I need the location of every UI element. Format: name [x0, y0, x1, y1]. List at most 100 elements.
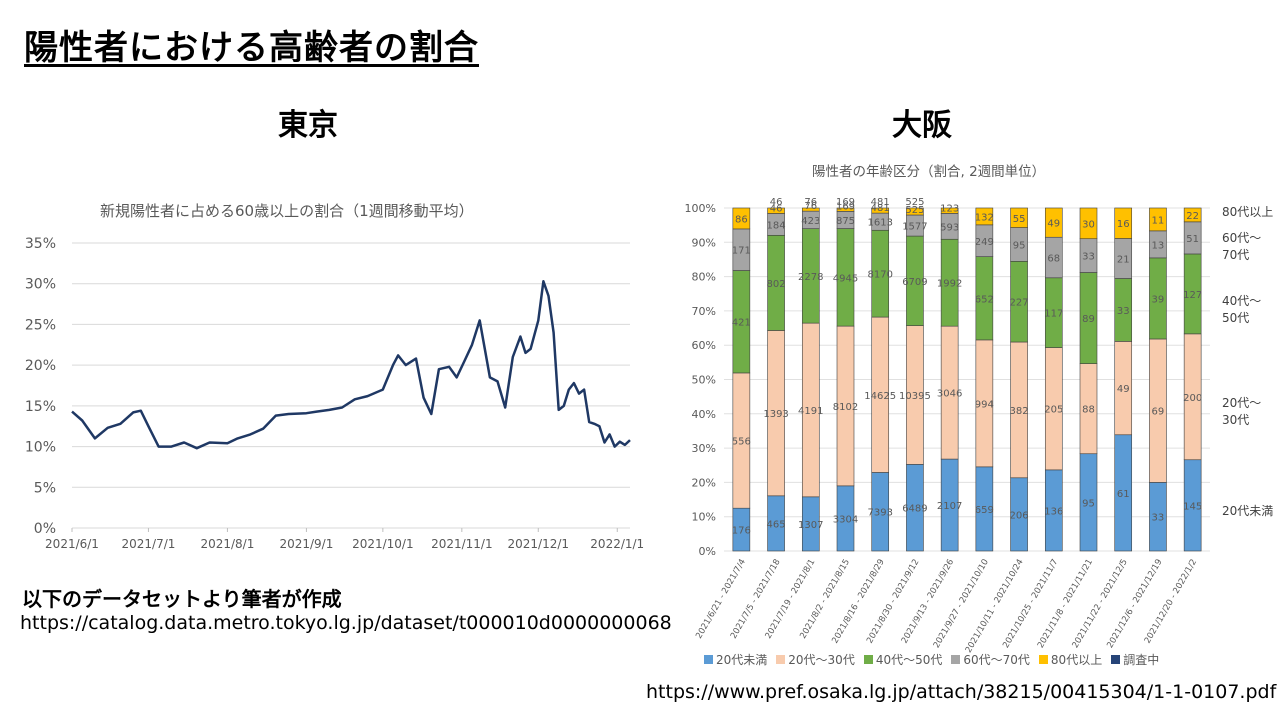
data-label: 994	[975, 399, 994, 410]
data-label: 86	[735, 214, 748, 225]
data-label: 10395	[899, 391, 931, 402]
data-label: 205	[1044, 405, 1063, 416]
y-tick-label: 30%	[692, 442, 716, 455]
data-label: 33	[1082, 252, 1095, 263]
data-label: 1613	[867, 218, 892, 229]
data-label: 69	[1152, 407, 1165, 418]
data-label: 14625	[864, 391, 896, 402]
top-label: 169	[836, 197, 855, 208]
data-label: 176	[732, 526, 751, 537]
bar-segment	[801, 207, 820, 212]
right-group-label: 20代未満	[1222, 504, 1273, 518]
data-label: 556	[732, 437, 751, 448]
tokyo-label: 東京	[278, 108, 338, 143]
right-group-label: 50代	[1222, 311, 1249, 325]
data-label: 6709	[902, 277, 927, 288]
data-label: 95	[1082, 498, 1095, 509]
osaka-legend: 20代未満 20代〜30代 40代〜50代 60代〜70代 80代以上 調査中	[704, 651, 1159, 668]
y-tick-label: 40%	[692, 408, 716, 421]
tokyo-chart-title: 新規陽性者に占める60歳以上の割合（1週間移動平均）	[100, 202, 474, 220]
y-tick-label: 10%	[692, 511, 716, 524]
data-label: 184	[767, 220, 786, 231]
top-label: 481	[871, 197, 890, 208]
data-label: 3304	[833, 514, 858, 525]
data-label: 2107	[937, 501, 962, 512]
right-group-label: 20代〜	[1222, 396, 1261, 410]
y-tick-label: 50%	[692, 374, 716, 387]
right-group-label: 30代	[1222, 413, 1249, 427]
tokyo-line-chart: 0% 5% 10% 15% 20% 25% 30% 35% 2021/6/1 2021/7/1 20…	[25, 236, 644, 551]
tokyo-source-url[interactable]: https://catalog.data.metro.tokyo.lg.jp/d…	[20, 612, 672, 634]
legend-swatch	[704, 655, 713, 664]
y-tick-label: 20%	[25, 358, 56, 374]
x-tick-label: 2022/1/1	[590, 537, 644, 551]
osaka-source-url[interactable]: https://www.pref.osaka.lg.jp/attach/3821…	[646, 681, 1277, 703]
data-label: 123	[940, 203, 959, 214]
data-label: 206	[1010, 510, 1029, 521]
data-label: 136	[1044, 506, 1063, 517]
y-tick-label: 90%	[692, 236, 716, 249]
osaka-label: 大阪	[892, 108, 952, 143]
data-label: 39	[1152, 294, 1165, 305]
y-tick-label: 35%	[25, 236, 56, 252]
data-label: 652	[975, 294, 994, 305]
data-label: 481	[871, 203, 890, 214]
top-label: 76	[804, 197, 817, 208]
data-label: 593	[940, 222, 959, 233]
data-label: 382	[1010, 406, 1029, 417]
data-label: 30	[1082, 219, 1095, 230]
legend-item: 40代〜50代	[863, 651, 942, 668]
data-label: 423	[801, 216, 820, 227]
y-tick-label: 70%	[692, 305, 716, 318]
source-note: 以下のデータセットより筆者が作成	[22, 587, 342, 611]
data-label: 61	[1117, 489, 1130, 500]
bar-segment	[1149, 207, 1167, 232]
data-label: 249	[975, 237, 994, 248]
data-label: 76	[804, 201, 817, 212]
x-tick-label: 2021/7/1	[121, 537, 175, 551]
data-label: 3046	[937, 389, 962, 400]
legend-swatch	[1038, 655, 1048, 664]
data-label: 117	[1044, 309, 1063, 320]
x-tick-label: 2021/11/1	[431, 537, 493, 551]
data-label: 227	[1010, 298, 1029, 309]
y-tick-label: 100%	[685, 202, 716, 215]
data-label: 89	[1082, 314, 1095, 325]
y-tick-label: 60%	[692, 339, 716, 352]
bar-segment	[732, 207, 751, 230]
y-tick-label: 30%	[25, 277, 56, 293]
data-label: 6489	[902, 504, 927, 515]
data-label: 145	[1183, 501, 1202, 512]
data-label: 49	[1047, 219, 1060, 230]
data-label: 68	[1047, 254, 1060, 265]
y-tick-label: 15%	[25, 399, 56, 415]
data-label: 49	[1117, 384, 1130, 395]
bar-segment	[1044, 207, 1063, 238]
data-label: 1307	[798, 520, 823, 531]
data-label: 95	[1013, 240, 1026, 251]
bar-segment	[1183, 207, 1202, 223]
data-label: 33	[1117, 306, 1130, 317]
right-group-label: 80代以上	[1222, 205, 1273, 219]
data-label: 659	[975, 505, 994, 516]
legend-item: 60代〜70代	[951, 651, 1030, 668]
bar-segment	[1114, 207, 1133, 239]
legend-item: 20代未満	[704, 651, 767, 668]
y-tick-label: 25%	[25, 317, 56, 333]
y-tick-label: 0%	[699, 545, 716, 558]
legend-item: 80代以上	[1038, 651, 1102, 668]
data-label: 421	[732, 318, 751, 329]
data-label: 875	[836, 216, 855, 227]
data-label: 8102	[833, 402, 858, 413]
data-label: 169	[836, 201, 855, 212]
bar-segment	[767, 207, 785, 214]
data-label: 1577	[902, 222, 927, 233]
right-group-label: 70代	[1222, 248, 1249, 262]
x-tick-label: 2021/9/1	[279, 537, 333, 551]
data-label: 11	[1152, 215, 1165, 226]
data-label: 132	[975, 212, 994, 223]
legend-label: 調査中	[1123, 653, 1160, 667]
data-label: 21	[1117, 254, 1130, 265]
x-tick-label: 2021/12/1	[508, 537, 570, 551]
data-label: 13	[1152, 240, 1165, 251]
